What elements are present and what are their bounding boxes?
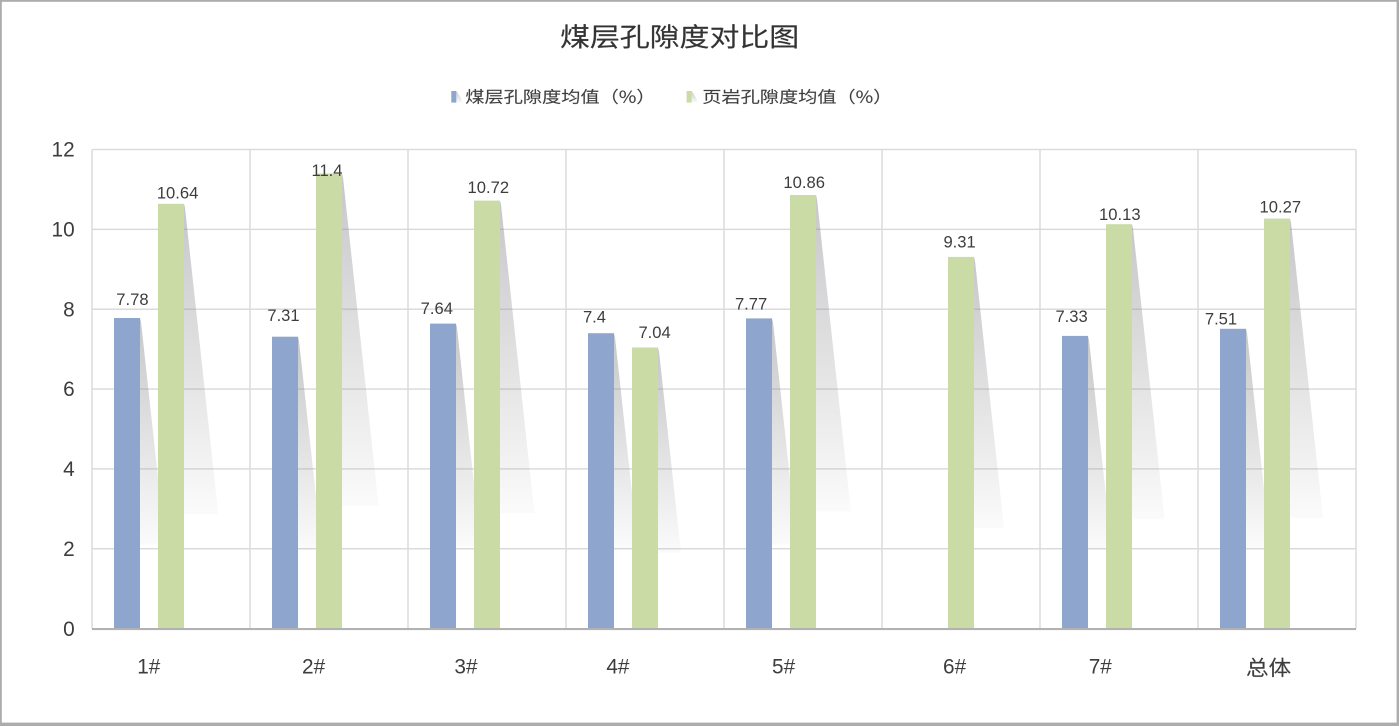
svg-text:4: 4 (63, 458, 75, 481)
svg-text:3#: 3# (454, 656, 478, 679)
svg-text:10.27: 10.27 (1260, 197, 1302, 216)
svg-text:5#: 5# (772, 656, 796, 679)
svg-text:10.86: 10.86 (783, 173, 825, 192)
svg-text:7.78: 7.78 (116, 290, 148, 309)
svg-text:7.77: 7.77 (735, 294, 767, 313)
svg-text:11.4: 11.4 (311, 161, 342, 180)
svg-text:7.51: 7.51 (1205, 309, 1237, 328)
svg-text:7.4: 7.4 (583, 308, 606, 327)
svg-text:2#: 2# (302, 656, 326, 679)
svg-text:0: 0 (63, 618, 75, 641)
svg-text:10: 10 (52, 219, 75, 242)
svg-text:7#: 7# (1089, 656, 1113, 679)
svg-text:6#: 6# (943, 656, 967, 679)
svg-text:7.33: 7.33 (1055, 307, 1087, 326)
svg-text:12: 12 (52, 139, 75, 162)
svg-text:10.72: 10.72 (468, 178, 510, 197)
svg-text:2: 2 (63, 538, 75, 561)
svg-text:9.31: 9.31 (943, 232, 975, 251)
svg-text:6: 6 (63, 378, 75, 401)
svg-text:10.13: 10.13 (1099, 205, 1141, 224)
svg-text:8: 8 (63, 298, 75, 321)
svg-text:4#: 4# (606, 656, 630, 679)
svg-text:7.31: 7.31 (267, 306, 299, 325)
svg-text:10.64: 10.64 (157, 183, 199, 202)
svg-text:1#: 1# (137, 656, 161, 679)
svg-text:7.64: 7.64 (421, 299, 453, 318)
svg-text:7.04: 7.04 (638, 323, 670, 342)
